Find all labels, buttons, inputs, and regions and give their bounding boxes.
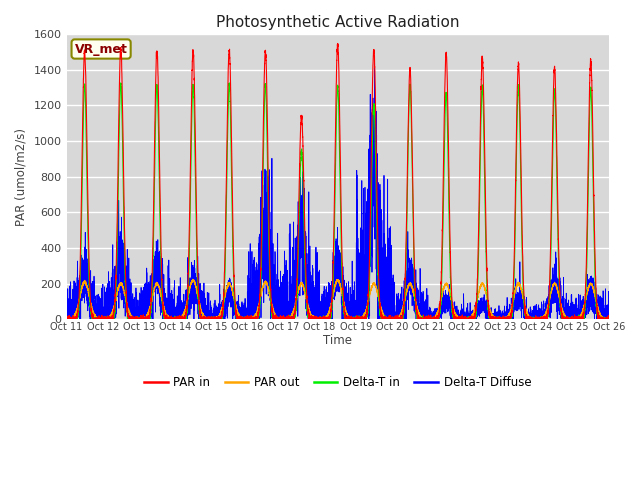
Delta-T in	[63, 316, 70, 322]
Delta-T Diffuse	[605, 316, 612, 322]
Delta-T Diffuse	[179, 309, 186, 315]
PAR in	[63, 316, 70, 322]
Delta-T in	[116, 80, 124, 86]
Y-axis label: PAR (umol/m2/s): PAR (umol/m2/s)	[15, 128, 28, 226]
PAR out	[189, 276, 196, 282]
Delta-T in	[605, 315, 612, 321]
PAR out	[605, 316, 612, 322]
PAR in	[179, 316, 186, 322]
Legend: PAR in, PAR out, Delta-T in, Delta-T Diffuse: PAR in, PAR out, Delta-T in, Delta-T Dif…	[139, 371, 536, 394]
PAR out	[490, 314, 497, 320]
Delta-T Diffuse	[63, 316, 70, 322]
Text: VR_met: VR_met	[75, 43, 127, 56]
Delta-T Diffuse	[603, 315, 611, 321]
Line: Delta-T Diffuse: Delta-T Diffuse	[67, 62, 609, 319]
Delta-T Diffuse	[266, 199, 273, 205]
PAR out	[413, 302, 420, 308]
PAR in	[266, 248, 273, 254]
Line: PAR out: PAR out	[67, 279, 609, 319]
PAR out	[266, 292, 273, 298]
PAR in	[605, 316, 612, 322]
Delta-T in	[603, 316, 611, 322]
Delta-T in	[266, 273, 273, 278]
PAR in	[333, 40, 341, 46]
Line: PAR in: PAR in	[67, 43, 609, 319]
Delta-T in	[413, 311, 420, 317]
Delta-T in	[173, 316, 181, 322]
PAR out	[603, 316, 611, 322]
PAR in	[173, 315, 180, 321]
PAR in	[413, 305, 420, 311]
PAR in	[490, 316, 497, 322]
PAR out	[173, 316, 180, 322]
Delta-T Diffuse	[173, 303, 180, 309]
PAR out	[63, 316, 70, 322]
Delta-T in	[179, 316, 186, 322]
PAR out	[179, 315, 186, 321]
Delta-T Diffuse	[413, 311, 420, 316]
Delta-T in	[490, 316, 497, 322]
Delta-T Diffuse	[371, 59, 378, 65]
Delta-T in	[63, 316, 70, 322]
X-axis label: Time: Time	[323, 334, 352, 347]
PAR in	[603, 316, 611, 322]
Title: Photosynthetic Active Radiation: Photosynthetic Active Radiation	[216, 15, 460, 30]
Line: Delta-T in: Delta-T in	[67, 83, 609, 319]
Delta-T Diffuse	[490, 316, 497, 322]
